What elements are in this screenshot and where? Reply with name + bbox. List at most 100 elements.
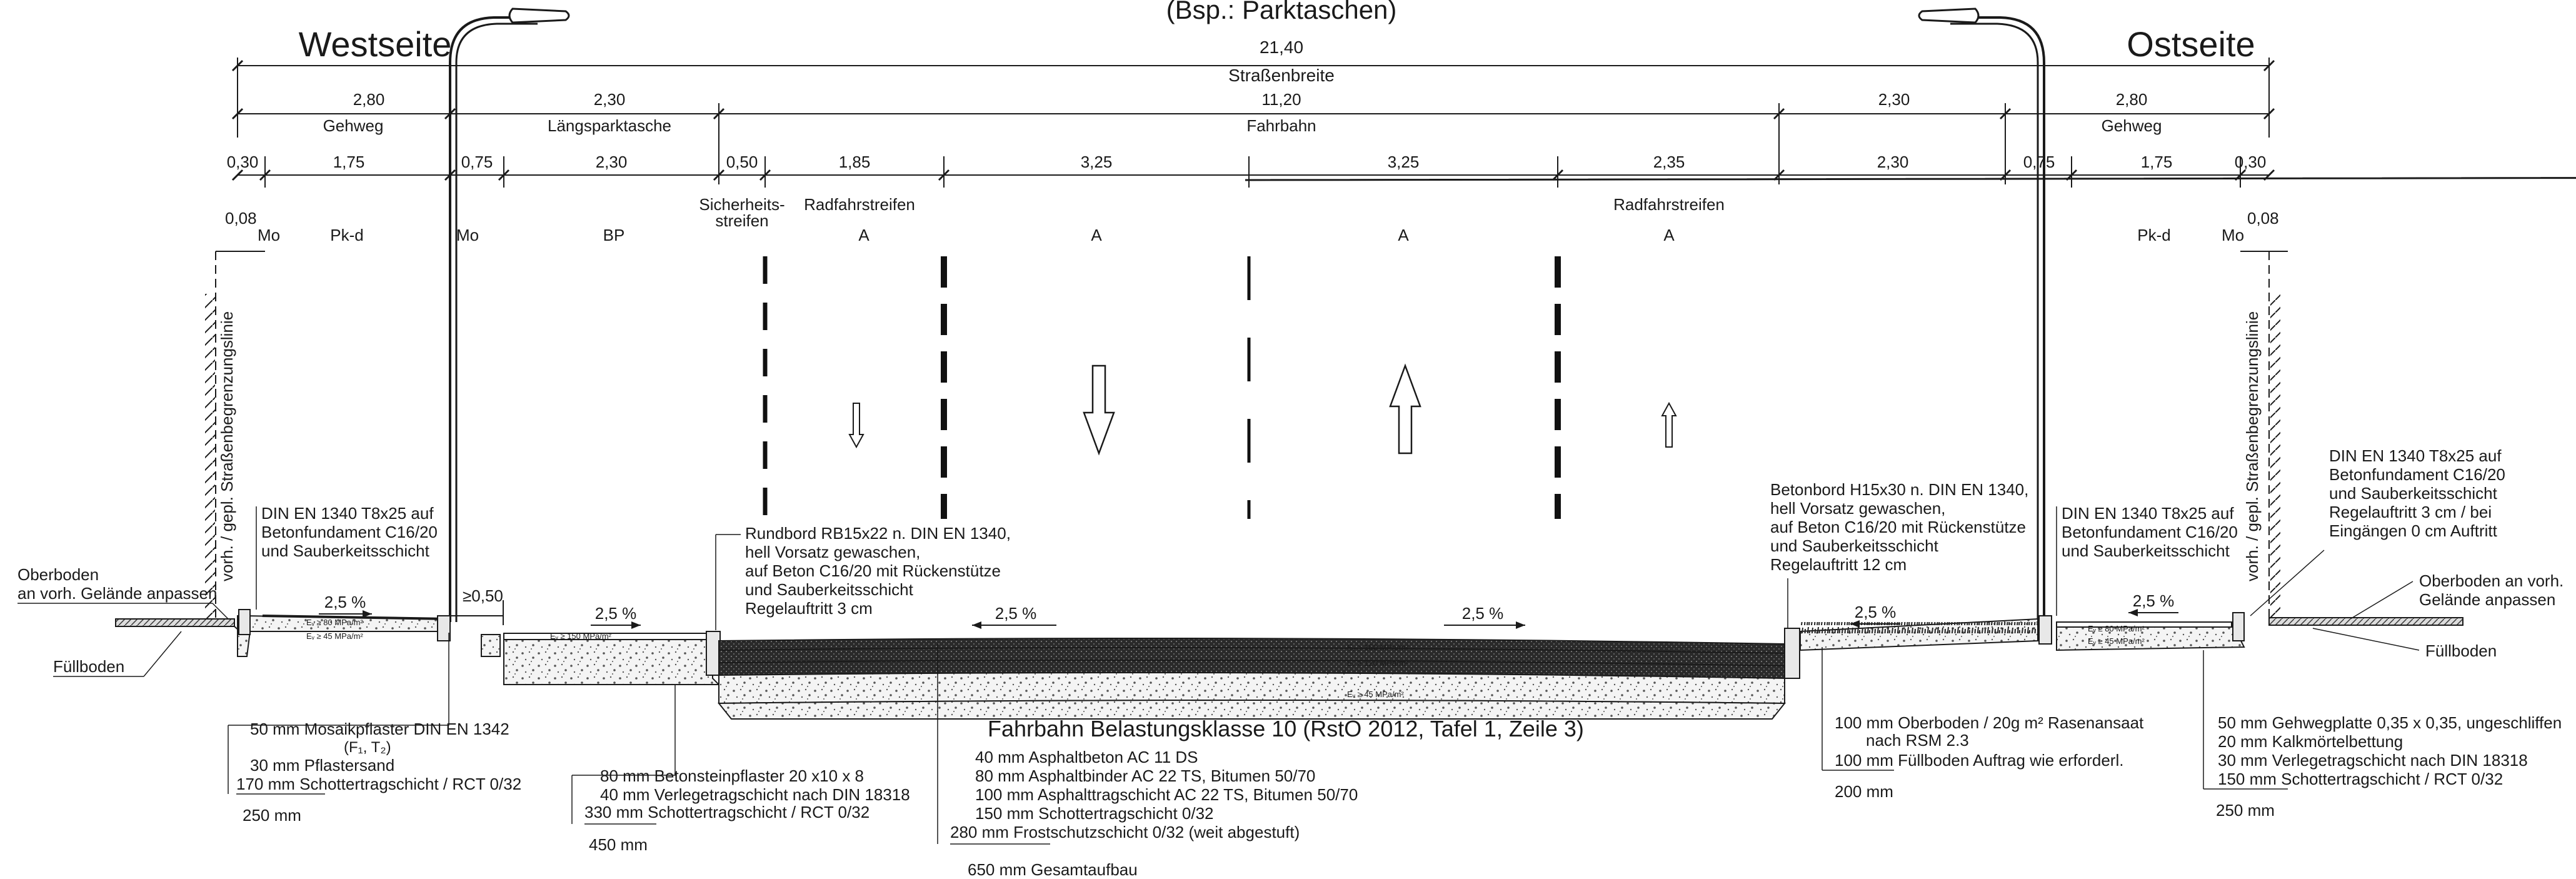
buildup-gehweg-west-line-3: 30 mm Pflastersand bbox=[250, 756, 394, 775]
dimension-chain-total: 21,40 Straßenbreite bbox=[231, 38, 2275, 138]
slope-parking: 2,5 % bbox=[595, 604, 637, 623]
code-pkd-east: Pk-d bbox=[2137, 226, 2170, 244]
betonbord-line-4: und Sauberkeitsschicht bbox=[1770, 536, 1939, 555]
dim-l3-8: 2,35 bbox=[1653, 153, 1685, 171]
dim-l3-10: 0,75 bbox=[2023, 153, 2055, 171]
topsoil-east-line-1: Oberboden an vorh. bbox=[2419, 571, 2563, 590]
topsoil-west-line-1: Oberboden bbox=[18, 565, 99, 584]
rundbord-line-4: und Sauberkeitsschicht bbox=[745, 580, 914, 599]
cross-section-body bbox=[115, 609, 2463, 720]
rundbord-line-3: auf Beton C16/20 mit Rückenstütze bbox=[745, 561, 1001, 580]
boundary-line-east: vorh. / gepl. Straßenbegrenzungslinie bbox=[2243, 251, 2280, 625]
zone-label-rad-west: Radfahrstreifen bbox=[804, 195, 915, 214]
code-a-2: A bbox=[1091, 226, 1102, 244]
code-a-3: A bbox=[1398, 226, 1409, 244]
code-bp: BP bbox=[603, 226, 625, 244]
drawing-subtitle: (Bsp.: Parktaschen) bbox=[1166, 0, 1397, 24]
buildup-green-total: 200 mm bbox=[1835, 782, 1893, 801]
buildup-parking-total: 450 mm bbox=[589, 835, 648, 854]
annotation-fill-west: Füllboden bbox=[53, 631, 182, 677]
buildup-gehweg-west-line-1: 50 mm Mosaikpflaster DIN EN 1342 bbox=[250, 720, 509, 738]
slope-gehweg-east: 2,5 % bbox=[2133, 591, 2175, 610]
ev-parking: Eᵥ ≥ 150 MPa/m² bbox=[550, 631, 612, 641]
buildup-fahrbahn-total: 650 mm Gesamtaufbau bbox=[968, 860, 1138, 879]
east-kerb-inner-line-1: DIN EN 1340 T8x25 auf bbox=[2062, 504, 2234, 523]
annotation-topsoil-west: Oberboden an vorh. Gelände anpassen bbox=[18, 565, 229, 620]
betonbord-line-1: Betonbord H15x30 n. DIN EN 1340, bbox=[1770, 480, 2028, 499]
lane-markings bbox=[763, 256, 1561, 519]
buildup-gehweg-west-line-2: (F₁, T₂) bbox=[344, 739, 391, 756]
buildup-parking-line-2: 40 mm Verlegetragschicht nach DIN 18318 bbox=[600, 785, 910, 804]
arrow-up-large-icon bbox=[1389, 363, 1421, 455]
east-kerb-inner-line-3: und Sauberkeitsschicht bbox=[2062, 541, 2230, 560]
east-kerb-outer-line-4: Regelauftritt 3 cm / bei bbox=[2329, 503, 2492, 521]
total-width-value: 21,40 bbox=[1260, 38, 1303, 57]
slope-road-west: 2,5 % bbox=[995, 604, 1037, 623]
boundary-line-west: vorh. / gepl. Straßenbegrenzungslinie bbox=[205, 251, 236, 625]
dim-l3-4: 0,50 bbox=[726, 153, 758, 171]
buildup-gehweg-west-total: 250 mm bbox=[243, 806, 301, 825]
dim-green-east-value: 2,30 bbox=[1878, 90, 1910, 109]
zone-label-sicherheit-2: streifen bbox=[715, 211, 768, 230]
dim-fahrbahn-label: Fahrbahn bbox=[1246, 116, 1316, 135]
ev-gehweg-west-bottom: Eᵥ ≥ 45 MPa/m² bbox=[306, 631, 363, 641]
dim-l3-3: 2,30 bbox=[596, 153, 628, 171]
buildup-parking-line-3: 330 mm Schottertragschicht / RCT 0/32 bbox=[584, 803, 870, 821]
dim-parking-label: Längsparktasche bbox=[548, 116, 671, 135]
ev-gehweg-east-top: Eᵥ ≥ 80 MPa/m² bbox=[2088, 624, 2145, 633]
annotation-fill-east: Füllboden bbox=[2312, 628, 2497, 660]
zone-label-rad-east: Radfahrstreifen bbox=[1613, 195, 1725, 214]
street-light-east bbox=[1918, 8, 2045, 622]
west-side-title: Westseite bbox=[299, 24, 452, 64]
min-width-dimension: ≥0,50 bbox=[451, 586, 504, 625]
topsoil-west-line-2: an vorh. Gelände anpassen bbox=[18, 584, 217, 603]
ev-values: Eᵥ ≥ 80 MPa/m² Eᵥ ≥ 45 MPa/m² Eᵥ ≥ 150 M… bbox=[306, 618, 2145, 699]
buildup-fahrbahn-line-3: 100 mm Asphalttragschicht AC 22 TS, Bitu… bbox=[975, 785, 1358, 804]
dimension-chain-level3: 0,30 1,75 0,75 2,30 0,50 1,85 3,25 3,25 … bbox=[227, 153, 2576, 188]
buildup-parking: 80 mm Betonsteinpflaster 20 x10 x 8 40 m… bbox=[571, 685, 910, 854]
buildup-gehweg-east-total: 250 mm bbox=[2216, 801, 2275, 820]
slope-indicators: 2,5 % 2,5 % 2,5 % 2,5 % 2,5 % 2,5 % bbox=[319, 591, 2178, 629]
buildup-gehweg-east-line-3: 30 mm Verlegetragschicht nach DIN 18318 bbox=[2218, 751, 2528, 770]
buildup-gehweg-west-line-4: 170 mm Schottertragschicht / RCT 0/32 bbox=[236, 775, 521, 793]
buildup-green-line-3: 100 mm Füllboden Auftrag wie erforderl. bbox=[1835, 751, 2123, 770]
buildup-green: 100 mm Oberboden / 20g m² Rasenansaat na… bbox=[1822, 647, 2144, 801]
dim-fahrbahn-value: 11,20 bbox=[1261, 90, 1301, 109]
east-kerb-inner-line-2: Betonfundament C16/20 bbox=[2062, 523, 2238, 541]
buildup-green-line-2: nach RSM 2.3 bbox=[1866, 731, 1969, 750]
buildup-fahrbahn-line-2: 80 mm Asphaltbinder AC 22 TS, Bitumen 50… bbox=[975, 766, 1315, 785]
dim-l3-7: 3,25 bbox=[1388, 153, 1420, 171]
boundary-label-west: vorh. / gepl. Straßenbegrenzungslinie bbox=[218, 311, 236, 581]
buildup-fahrbahn: Fahrbahn Belastungsklasse 10 (RstO 2012,… bbox=[937, 644, 1584, 879]
buildup-parking-line-1: 80 mm Betonsteinpflaster 20 x10 x 8 bbox=[600, 766, 864, 785]
dim-l3-6: 3,25 bbox=[1081, 153, 1113, 171]
boundary-label-east: vorh. / gepl. Straßenbegrenzungslinie bbox=[2243, 311, 2262, 581]
fill-west-label: Füllboden bbox=[53, 657, 124, 676]
buildup-fahrbahn-line-1: 40 mm Asphaltbeton AC 11 DS bbox=[975, 748, 1198, 766]
betonbord-line-3: auf Beton C16/20 mit Rückenstütze bbox=[1770, 518, 2026, 536]
slope-gehweg-west: 2,5 % bbox=[324, 593, 366, 611]
dim-l3-12: 0,30 bbox=[2235, 153, 2267, 171]
arrow-up-small-icon bbox=[1661, 401, 1677, 448]
betonbord-line-2: hell Vorsatz gewaschen, bbox=[1770, 499, 1945, 518]
annotation-betonbord: Betonbord H15x30 n. DIN EN 1340, hell Vo… bbox=[1770, 480, 2028, 628]
annotation-topsoil-east: Oberboden an vorh. Gelände anpassen bbox=[2350, 571, 2563, 620]
dim-gehweg-east-value: 2,80 bbox=[2116, 90, 2148, 109]
ev-road-top: Eᵥ ≥ 150 MPa/m² bbox=[1347, 643, 1409, 652]
buildup-fahrbahn-line-4: 150 mm Schottertragschicht 0/32 bbox=[975, 804, 1214, 823]
dimension-chain-level2: 2,80 Gehweg 2,30 Längsparktasche 11,20 F… bbox=[231, 90, 2275, 184]
code-a-1: A bbox=[858, 226, 870, 244]
annotation-east-kerb-outer: DIN EN 1340 T8x25 auf Betonfundament C16… bbox=[2250, 446, 2505, 616]
east-side-title: Ostseite bbox=[2127, 24, 2255, 64]
west-kerb-line-2: Betonfundament C16/20 bbox=[261, 523, 438, 541]
buildup-gehweg-east-line-2: 20 mm Kalkmörtelbettung bbox=[2218, 732, 2403, 751]
code-mo-west: Mo bbox=[258, 226, 280, 244]
annotation-east-kerb-inner: DIN EN 1340 T8x25 auf Betonfundament C16… bbox=[2056, 504, 2238, 616]
zone-labels: Sicherheits- streifen Radfahrstreifen Ra… bbox=[699, 195, 1725, 230]
slope-green-east: 2,5 % bbox=[1855, 603, 1897, 621]
ev-gehweg-west-top: Eᵥ ≥ 80 MPa/m² bbox=[306, 618, 363, 627]
min-width-label: ≥0,50 bbox=[463, 586, 503, 605]
buildup-fahrbahn-line-5: 280 mm Frostschutzschicht 0/32 (weit abg… bbox=[950, 823, 1300, 841]
east-kerb-outer-line-1: DIN EN 1340 T8x25 auf bbox=[2329, 446, 2502, 465]
